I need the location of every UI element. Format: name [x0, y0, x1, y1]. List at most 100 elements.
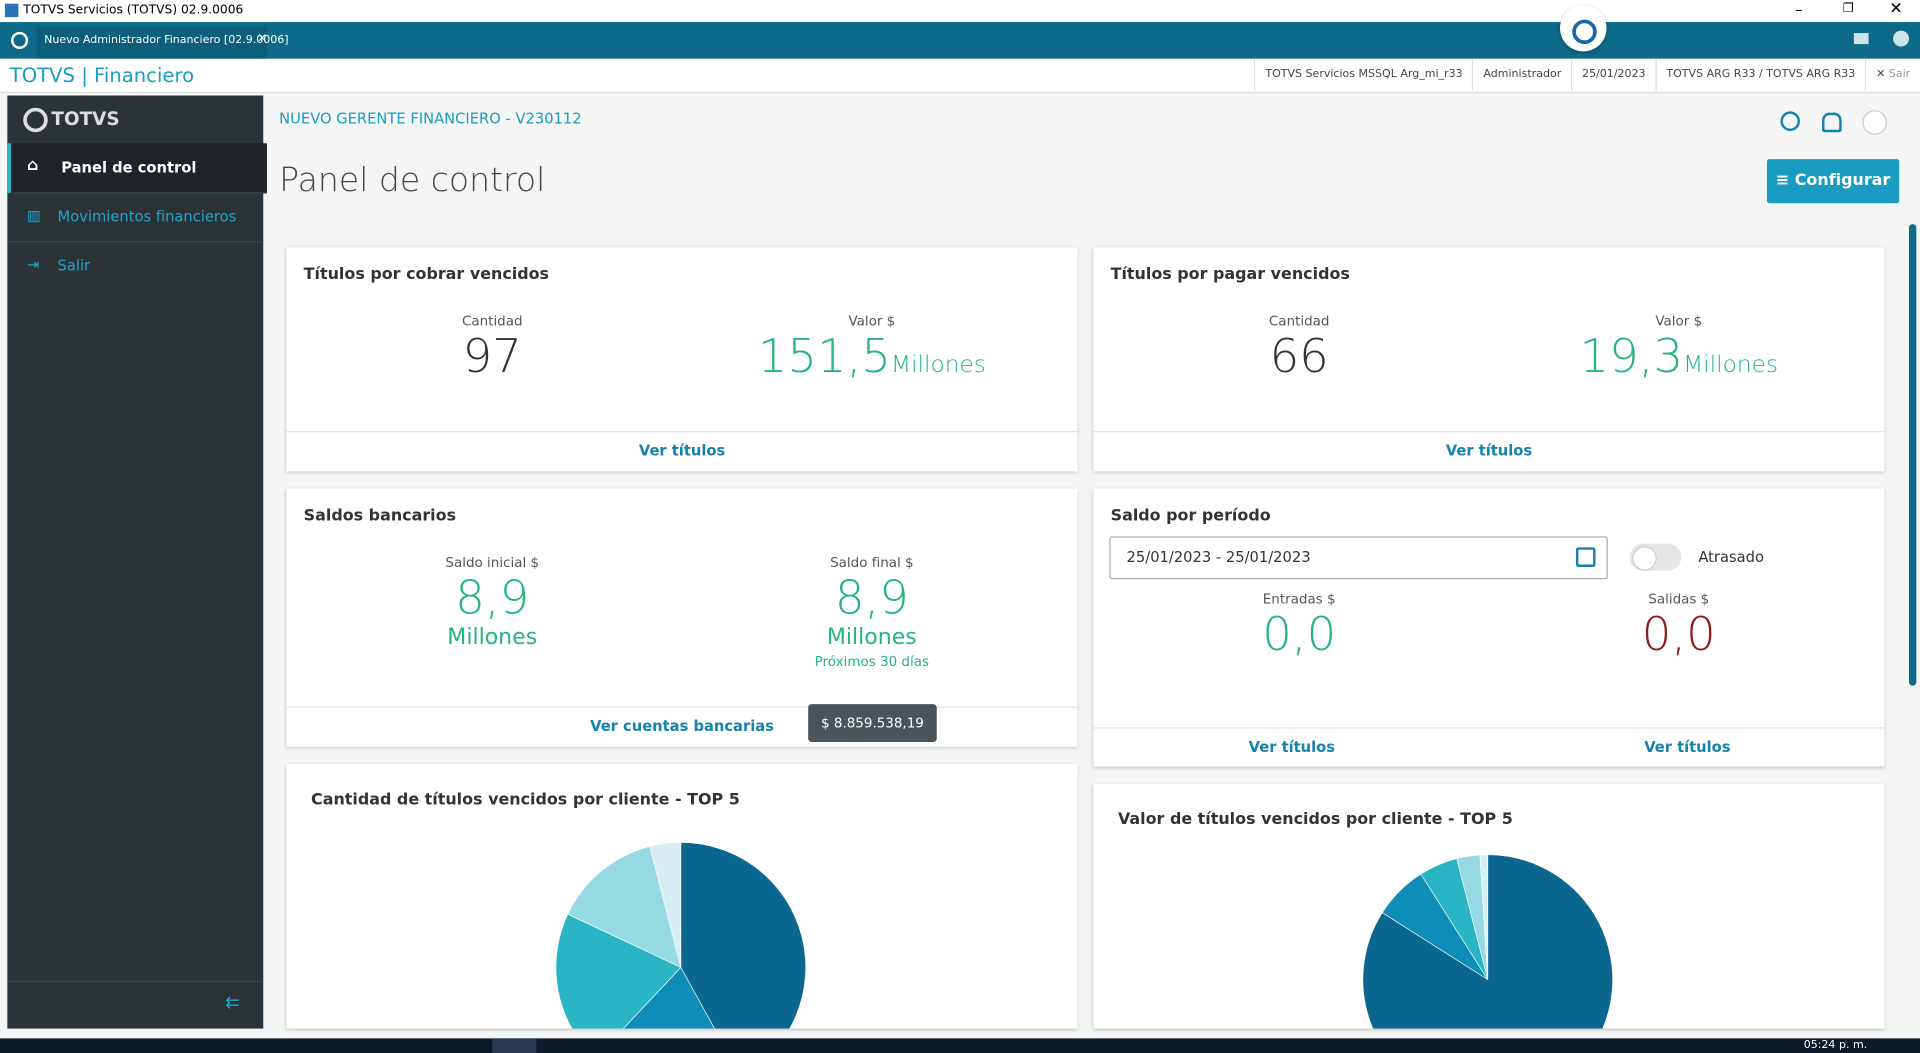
chart-icon: ▥ — [26, 206, 41, 225]
toggle-knob — [1632, 546, 1657, 571]
pie-slice — [622, 966, 715, 1029]
nav-label: Panel de control — [61, 159, 197, 177]
nav-item[interactable]: ⇥ Salir — [7, 241, 263, 290]
label: Cantidad — [461, 313, 523, 330]
label: Valor $ — [1655, 313, 1703, 330]
taskbar-app[interactable] — [492, 1038, 537, 1053]
logo-mark — [23, 107, 48, 133]
nav-item[interactable]: ⌂ Panel de control — [7, 143, 267, 194]
home-icon: ⌂ — [26, 156, 39, 176]
value-block: Valor $ 151,5Millones — [688, 313, 1055, 391]
unit: Millones — [891, 351, 986, 379]
value-block: Valor $ 19,3Millones — [1495, 313, 1862, 391]
help-icon[interactable] — [1893, 30, 1909, 47]
status-item: Administrador — [1472, 58, 1571, 91]
assistant-icon — [1572, 19, 1597, 45]
history-icon[interactable] — [1780, 111, 1801, 132]
value: 0,0 — [1262, 607, 1337, 662]
status-item: TOTVS ARG R33 / TOTVS ARG R33 — [1655, 58, 1865, 91]
payable-card: Títulos por pagar vencidos Cantidad 66 V… — [1093, 247, 1885, 472]
count: 66 — [1269, 329, 1329, 384]
assistant[interactable] — [1560, 4, 1607, 52]
clock: 05:24 p. m. — [1803, 1039, 1868, 1052]
value: 8,9 — [455, 570, 530, 625]
mail-icon[interactable] — [1853, 33, 1869, 45]
sidebar-logo: TOTVS — [51, 107, 120, 130]
pie-chart — [1362, 854, 1613, 1029]
subtitle: NUEVO GERENTE FINANCIERO - V230112 — [279, 110, 582, 128]
label: Salidas $ — [1648, 591, 1710, 608]
pie-chart — [555, 842, 806, 1029]
status-bar: TOTVS Servicios MSSQL Arg_mi_r33 Administ… — [1254, 58, 1920, 91]
tab-close[interactable]: × — [257, 31, 268, 46]
link[interactable]: Ver títulos — [638, 442, 726, 460]
out-block: Salidas $ 0,0 — [1495, 591, 1862, 661]
in-block: Entradas $ 0,0 — [1116, 591, 1483, 661]
receivable-card: Títulos por cobrar vencidos Cantidad 97 … — [286, 247, 1078, 472]
app-bar: TOTVS | Financiero TOTVS Servicios MSSQL… — [0, 58, 1920, 94]
label: Valor $ — [848, 313, 896, 330]
configure-button[interactable]: ≡ Configurar — [1766, 159, 1900, 204]
status-item: TOTVS Servicios MSSQL Arg_mi_r33 — [1254, 58, 1472, 91]
restore[interactable]: ❐ — [1842, 2, 1854, 16]
link[interactable]: Ver títulos — [1248, 738, 1336, 756]
card-title: Títulos por cobrar vencidos — [303, 265, 550, 285]
link[interactable]: Ver cuentas bancarias — [590, 717, 774, 735]
date-input[interactable]: 25/01/2023 - 25/01/2023 — [1109, 536, 1608, 580]
final-block: Saldo final $ 8,9 Millones Próximos 30 d… — [688, 555, 1055, 670]
divider — [1093, 727, 1885, 729]
toggle-label: Atrasado — [1698, 548, 1764, 566]
close[interactable]: ✕ — [1889, 0, 1903, 19]
link[interactable]: Ver títulos — [1445, 442, 1533, 460]
chart-card: Valor de títulos vencidos por cliente - … — [1093, 783, 1885, 1029]
brand: TOTVS | Financiero — [9, 63, 195, 87]
label: Saldo final $ — [830, 554, 914, 571]
chart-title: Valor de títulos vencidos por cliente - … — [1117, 810, 1513, 829]
pie-slice — [1479, 854, 1489, 980]
chart-card: Cantidad de títulos vencidos por cliente… — [286, 764, 1078, 1029]
nav-label: Salir — [57, 257, 91, 275]
sidebar: TOTVS ⌂ Panel de control ▥ Movimientos f… — [7, 95, 267, 1029]
exit[interactable]: ✕ Sair — [1865, 58, 1920, 91]
button-label: Configurar — [1794, 171, 1891, 190]
value: 19,3 — [1579, 329, 1684, 384]
pie-slice — [680, 842, 806, 1029]
unit: Millones — [447, 624, 538, 651]
label: Saldo inicial $ — [445, 554, 540, 571]
app-icon — [4, 3, 19, 18]
card-title: Saldos bancarios — [303, 506, 457, 526]
unit: Millones — [1683, 351, 1779, 379]
divider — [1093, 431, 1885, 433]
chart-title: Cantidad de títulos vencidos por cliente… — [311, 791, 740, 810]
value: 151,5 — [757, 329, 892, 384]
divider — [286, 431, 1078, 433]
nav-label: Movimientos financieros — [57, 208, 237, 226]
window-title: TOTVS Servicios (TOTVS) 02.9.0006 — [23, 3, 244, 18]
pie-slice — [555, 913, 682, 1029]
taskbar: 05:24 p. m. — [0, 1038, 1920, 1053]
card-title: Saldo por período — [1110, 506, 1271, 526]
card-title: Títulos por pagar vencidos — [1110, 265, 1350, 285]
count-block: Cantidad 66 — [1116, 313, 1483, 383]
divider — [7, 980, 264, 983]
tab[interactable]: Nuevo Administrador Financiero [02.9.000… — [36, 26, 289, 59]
avatar[interactable] — [1862, 110, 1887, 135]
period-card: Saldo por período 25/01/2023 - 25/01/202… — [1093, 488, 1885, 767]
nav-item[interactable]: ▥ Movimientos financieros — [7, 192, 264, 243]
label: Entradas $ — [1262, 591, 1336, 608]
pie-slice — [567, 846, 682, 968]
value: 8,9 — [834, 570, 909, 625]
scrollbar — [1908, 224, 1917, 686]
initial-block: Saldo inicial $ 8,9 Millones — [309, 555, 676, 651]
toggle[interactable] — [1629, 543, 1682, 571]
bell-icon[interactable] — [1822, 112, 1842, 133]
date-text: 25/01/2023 - 25/01/2023 — [1126, 548, 1311, 566]
calendar-icon[interactable] — [1575, 547, 1596, 567]
minimize[interactable]: – — [1795, 1, 1803, 19]
count-block: Cantidad 97 — [309, 313, 676, 383]
link[interactable]: Ver títulos — [1644, 738, 1731, 756]
tab-label: Nuevo Administrador Financiero [02.9.000… — [44, 34, 289, 47]
collapse[interactable]: ⇇ — [225, 993, 240, 1013]
